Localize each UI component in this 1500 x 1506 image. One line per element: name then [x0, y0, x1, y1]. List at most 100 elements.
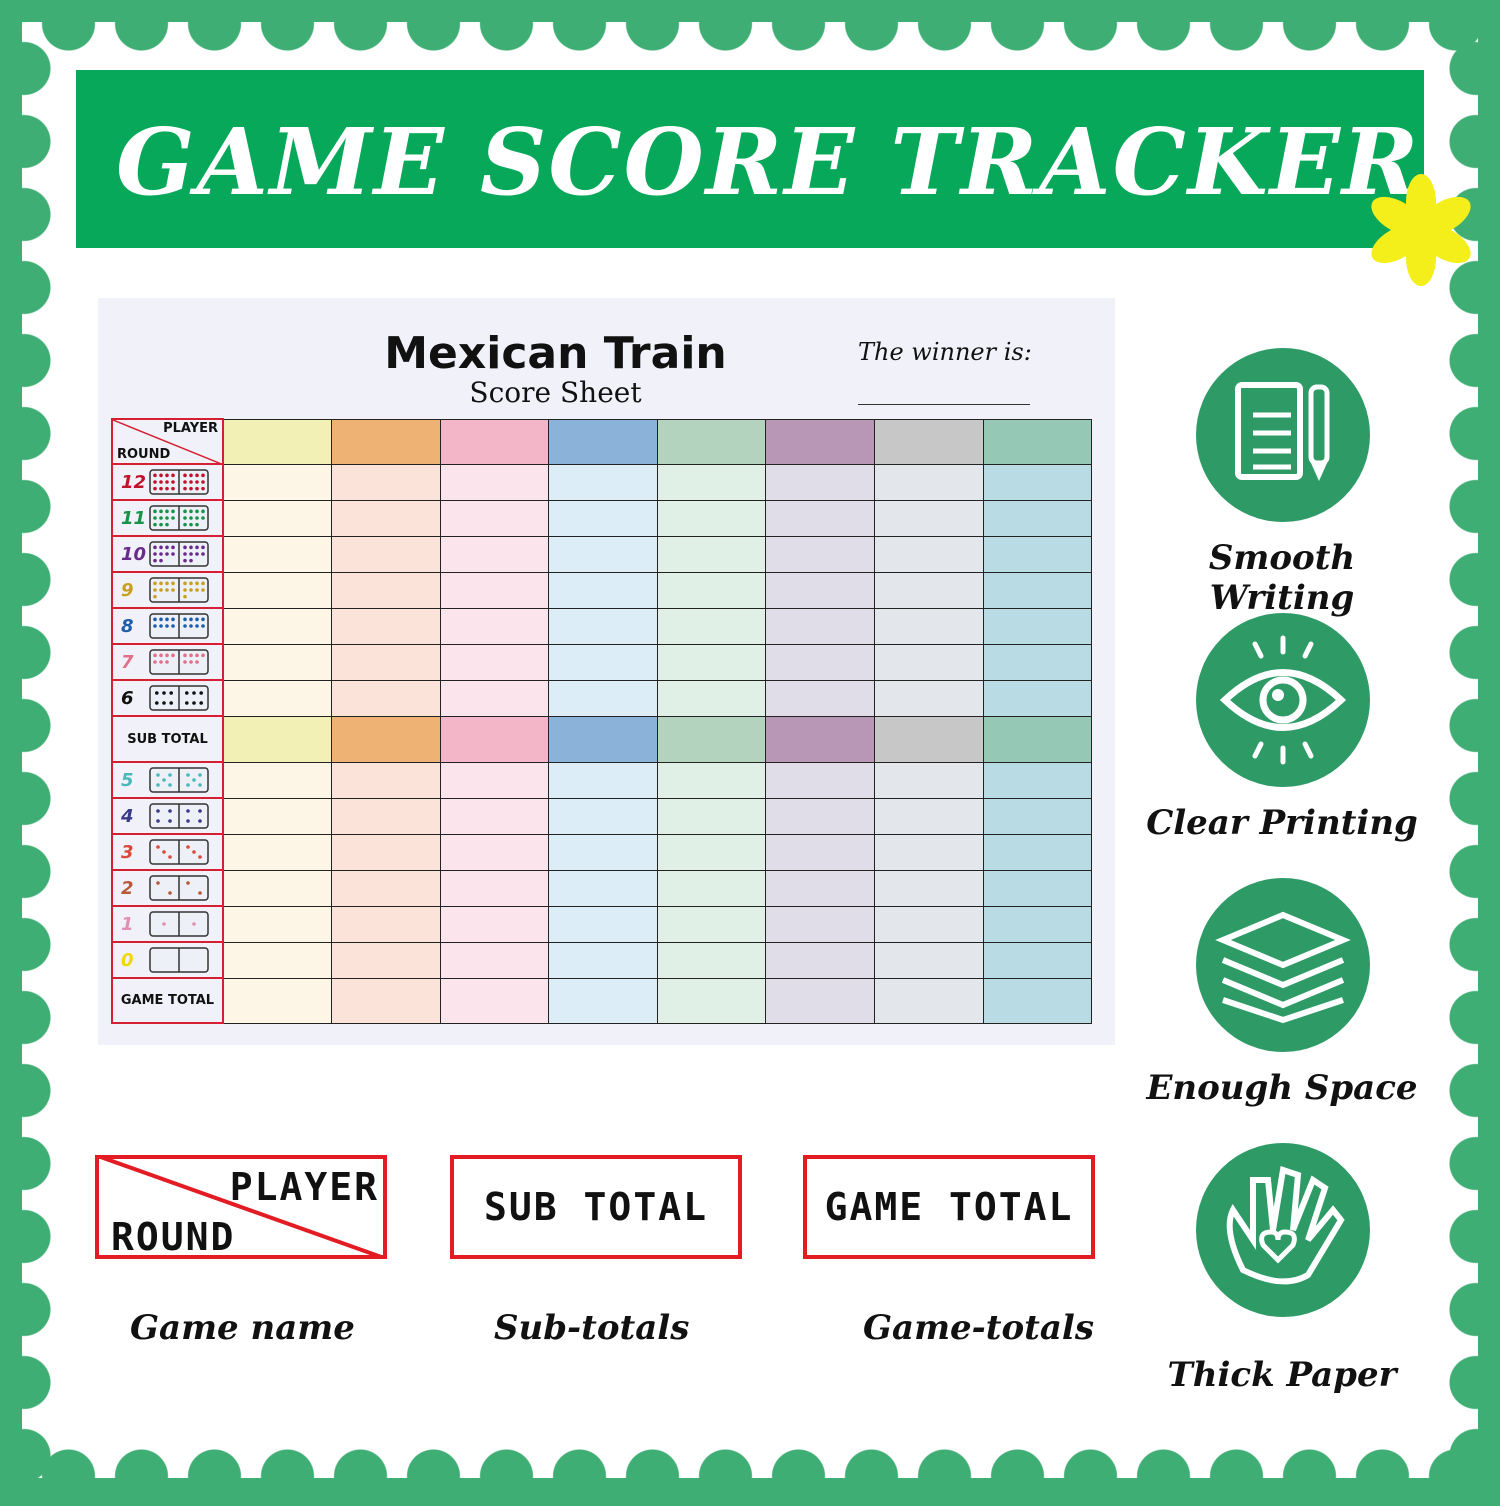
score-cell-player-7[interactable] [874, 643, 984, 681]
score-cell-player-8[interactable] [982, 571, 1093, 609]
score-cell-player-8[interactable] [982, 463, 1093, 501]
score-cell-player-2[interactable] [331, 977, 441, 1024]
score-cell-player-6[interactable] [765, 418, 876, 465]
score-cell-player-4[interactable] [548, 643, 658, 681]
score-cell-player-2[interactable] [331, 869, 441, 907]
score-cell-player-4[interactable] [548, 905, 658, 943]
score-cell-player-6[interactable] [765, 499, 876, 537]
score-cell-player-2[interactable] [331, 833, 441, 871]
score-cell-player-7[interactable] [874, 761, 984, 799]
score-cell-player-5[interactable] [656, 499, 767, 537]
score-cell-player-8[interactable] [982, 715, 1093, 763]
score-cell-player-7[interactable] [874, 679, 984, 717]
score-cell-player-7[interactable] [874, 418, 984, 465]
score-cell-player-3[interactable] [439, 607, 550, 645]
score-cell-player-2[interactable] [331, 941, 441, 979]
score-cell-player-5[interactable] [656, 905, 767, 943]
score-cell-player-8[interactable] [982, 499, 1093, 537]
score-cell-player-4[interactable] [548, 607, 658, 645]
score-cell-player-7[interactable] [874, 833, 984, 871]
score-cell-player-3[interactable] [439, 679, 550, 717]
score-cell-player-3[interactable] [439, 941, 550, 979]
score-cell-player-6[interactable] [765, 607, 876, 645]
score-cell-player-1[interactable] [222, 679, 333, 717]
score-cell-player-4[interactable] [548, 463, 658, 501]
score-cell-player-3[interactable] [439, 977, 550, 1024]
score-cell-player-4[interactable] [548, 797, 658, 835]
score-cell-player-6[interactable] [765, 463, 876, 501]
score-cell-player-7[interactable] [874, 463, 984, 501]
score-cell-player-5[interactable] [656, 941, 767, 979]
score-cell-player-1[interactable] [222, 499, 333, 537]
score-cell-player-7[interactable] [874, 797, 984, 835]
score-cell-player-4[interactable] [548, 571, 658, 609]
score-cell-player-4[interactable] [548, 499, 658, 537]
score-cell-player-3[interactable] [439, 535, 550, 573]
score-cell-player-1[interactable] [222, 797, 333, 835]
score-cell-player-4[interactable] [548, 869, 658, 907]
score-cell-player-7[interactable] [874, 499, 984, 537]
score-cell-player-8[interactable] [982, 679, 1093, 717]
score-cell-player-7[interactable] [874, 535, 984, 573]
score-cell-player-4[interactable] [548, 418, 658, 465]
score-cell-player-8[interactable] [982, 643, 1093, 681]
score-cell-player-8[interactable] [982, 418, 1093, 465]
score-cell-player-2[interactable] [331, 761, 441, 799]
score-cell-player-6[interactable] [765, 679, 876, 717]
score-cell-player-6[interactable] [765, 833, 876, 871]
score-cell-player-5[interactable] [656, 679, 767, 717]
score-cell-player-5[interactable] [656, 715, 767, 763]
score-cell-player-7[interactable] [874, 977, 984, 1024]
score-cell-player-8[interactable] [982, 869, 1093, 907]
score-cell-player-1[interactable] [222, 977, 333, 1024]
score-cell-player-1[interactable] [222, 643, 333, 681]
score-cell-player-3[interactable] [439, 869, 550, 907]
score-cell-player-8[interactable] [982, 797, 1093, 835]
score-cell-player-2[interactable] [331, 679, 441, 717]
score-cell-player-6[interactable] [765, 761, 876, 799]
score-cell-player-1[interactable] [222, 571, 333, 609]
score-cell-player-5[interactable] [656, 761, 767, 799]
score-cell-player-6[interactable] [765, 797, 876, 835]
score-cell-player-5[interactable] [656, 643, 767, 681]
score-cell-player-3[interactable] [439, 499, 550, 537]
score-cell-player-4[interactable] [548, 977, 658, 1024]
score-cell-player-7[interactable] [874, 715, 984, 763]
score-cell-player-2[interactable] [331, 418, 441, 465]
score-cell-player-2[interactable] [331, 463, 441, 501]
score-cell-player-5[interactable] [656, 869, 767, 907]
score-cell-player-4[interactable] [548, 535, 658, 573]
score-cell-player-7[interactable] [874, 869, 984, 907]
score-cell-player-5[interactable] [656, 607, 767, 645]
score-cell-player-1[interactable] [222, 715, 333, 763]
score-cell-player-1[interactable] [222, 418, 333, 465]
score-cell-player-1[interactable] [222, 761, 333, 799]
score-cell-player-5[interactable] [656, 797, 767, 835]
score-cell-player-4[interactable] [548, 833, 658, 871]
score-cell-player-1[interactable] [222, 941, 333, 979]
score-cell-player-7[interactable] [874, 607, 984, 645]
score-cell-player-2[interactable] [331, 499, 441, 537]
score-cell-player-3[interactable] [439, 463, 550, 501]
score-cell-player-1[interactable] [222, 905, 333, 943]
score-cell-player-2[interactable] [331, 797, 441, 835]
score-cell-player-3[interactable] [439, 761, 550, 799]
score-cell-player-8[interactable] [982, 607, 1093, 645]
score-cell-player-6[interactable] [765, 941, 876, 979]
score-cell-player-8[interactable] [982, 977, 1093, 1024]
score-cell-player-2[interactable] [331, 643, 441, 681]
score-cell-player-8[interactable] [982, 535, 1093, 573]
score-cell-player-8[interactable] [982, 833, 1093, 871]
score-cell-player-5[interactable] [656, 571, 767, 609]
score-cell-player-6[interactable] [765, 643, 876, 681]
score-cell-player-8[interactable] [982, 905, 1093, 943]
score-cell-player-3[interactable] [439, 833, 550, 871]
score-cell-player-1[interactable] [222, 869, 333, 907]
score-cell-player-2[interactable] [331, 535, 441, 573]
score-cell-player-3[interactable] [439, 905, 550, 943]
score-cell-player-6[interactable] [765, 715, 876, 763]
score-cell-player-4[interactable] [548, 941, 658, 979]
score-cell-player-6[interactable] [765, 571, 876, 609]
score-cell-player-6[interactable] [765, 535, 876, 573]
score-cell-player-1[interactable] [222, 607, 333, 645]
